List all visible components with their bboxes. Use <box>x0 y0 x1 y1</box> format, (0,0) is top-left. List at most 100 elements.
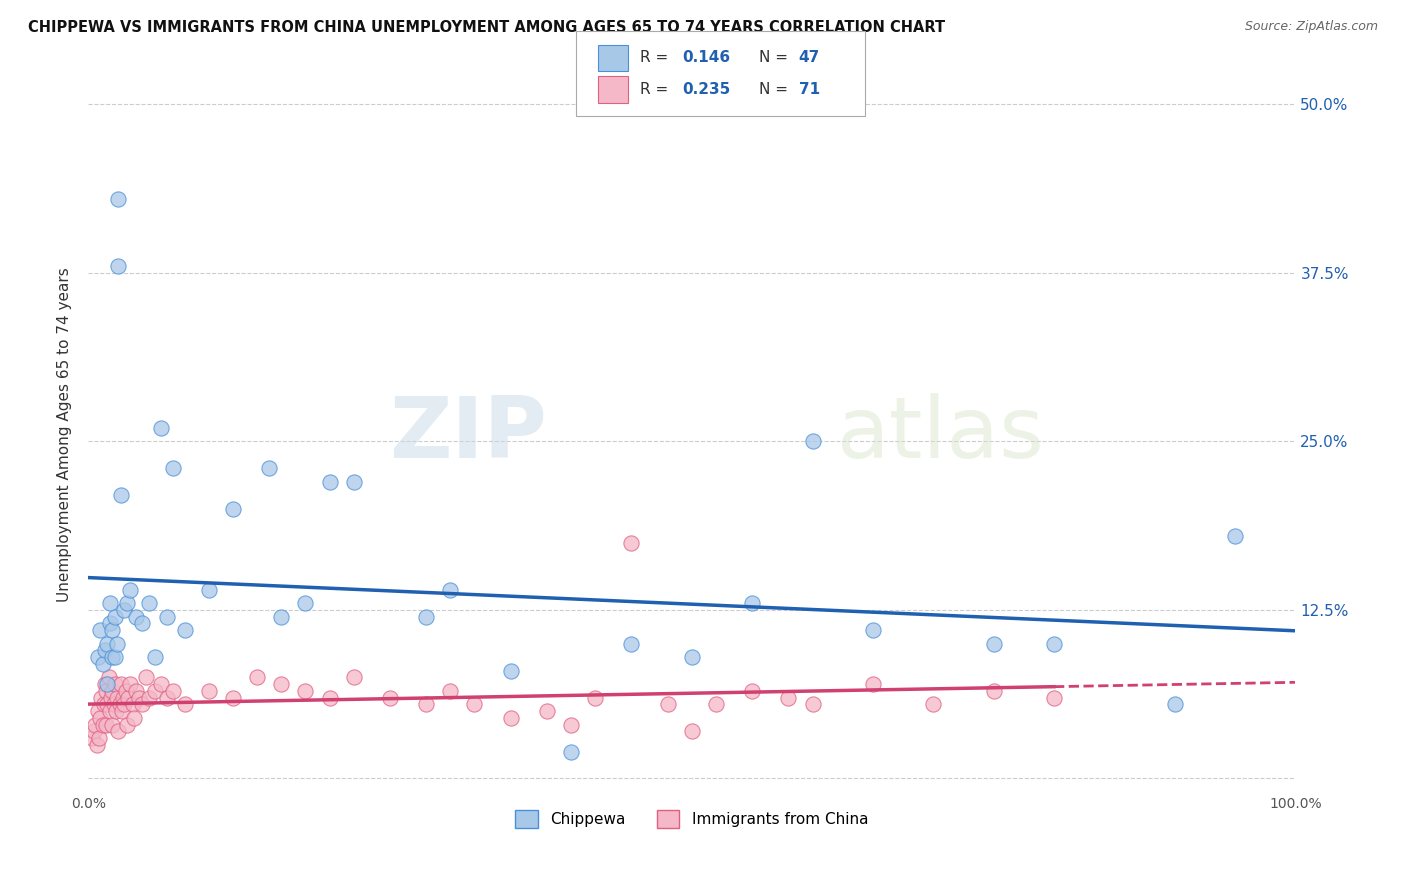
Point <box>101 683 124 698</box>
Point <box>120 582 142 597</box>
Point <box>657 698 679 712</box>
Text: R =: R = <box>640 82 673 96</box>
Point <box>778 690 800 705</box>
Point <box>110 677 132 691</box>
Point <box>270 609 292 624</box>
Point <box>105 690 128 705</box>
Point <box>87 704 110 718</box>
Point <box>100 690 122 705</box>
Point <box>704 698 727 712</box>
Point <box>439 582 461 597</box>
Point <box>415 609 437 624</box>
Point <box>681 650 703 665</box>
Point <box>173 623 195 637</box>
Point <box>96 717 118 731</box>
Point <box>90 690 112 705</box>
Point <box>138 596 160 610</box>
Point <box>257 461 280 475</box>
Point <box>156 690 179 705</box>
Point <box>439 683 461 698</box>
Point <box>222 690 245 705</box>
Y-axis label: Unemployment Among Ages 65 to 74 years: Unemployment Among Ages 65 to 74 years <box>58 268 72 602</box>
Point <box>101 623 124 637</box>
Point <box>94 677 117 691</box>
Point <box>104 650 127 665</box>
Point <box>246 670 269 684</box>
Text: N =: N = <box>759 51 793 65</box>
Point <box>681 724 703 739</box>
Text: R =: R = <box>640 51 673 65</box>
Point <box>318 475 340 489</box>
Text: 47: 47 <box>799 51 820 65</box>
Point <box>96 637 118 651</box>
Point <box>89 623 111 637</box>
Point <box>862 623 884 637</box>
Point <box>117 690 139 705</box>
Point <box>463 698 485 712</box>
Text: 0.235: 0.235 <box>682 82 730 96</box>
Point <box>80 731 103 745</box>
Point <box>89 711 111 725</box>
Point <box>131 616 153 631</box>
Point <box>98 704 121 718</box>
Point <box>97 670 120 684</box>
Point <box>149 421 172 435</box>
Point <box>120 677 142 691</box>
Point <box>318 690 340 705</box>
Point <box>94 643 117 657</box>
Point <box>1164 698 1187 712</box>
Point <box>122 711 145 725</box>
Point <box>108 698 131 712</box>
Point <box>294 683 316 698</box>
Point <box>131 698 153 712</box>
Point <box>536 704 558 718</box>
Point <box>499 711 522 725</box>
Point <box>583 690 606 705</box>
Text: 71: 71 <box>799 82 820 96</box>
Point <box>83 724 105 739</box>
Point <box>104 677 127 691</box>
Point <box>112 698 135 712</box>
Point <box>112 690 135 705</box>
Point <box>415 698 437 712</box>
Point <box>87 731 110 745</box>
Point <box>115 596 138 610</box>
Point <box>125 683 148 698</box>
Point <box>143 683 166 698</box>
Legend: Chippewa, Immigrants from China: Chippewa, Immigrants from China <box>509 804 875 834</box>
Point <box>862 677 884 691</box>
Point <box>121 698 143 712</box>
Point <box>115 717 138 731</box>
Point <box>1223 529 1246 543</box>
Point <box>105 637 128 651</box>
Point <box>156 609 179 624</box>
Point <box>125 609 148 624</box>
Point <box>1043 690 1066 705</box>
Point <box>173 698 195 712</box>
Point <box>378 690 401 705</box>
Point <box>560 717 582 731</box>
Point <box>107 259 129 273</box>
Point <box>560 745 582 759</box>
Point <box>91 657 114 671</box>
Point <box>198 582 221 597</box>
Point <box>620 637 643 651</box>
Point <box>620 535 643 549</box>
Point <box>270 677 292 691</box>
Point <box>103 698 125 712</box>
Point <box>149 677 172 691</box>
Point <box>741 596 763 610</box>
Point <box>801 698 824 712</box>
Point <box>983 637 1005 651</box>
Point <box>135 670 157 684</box>
Point <box>162 683 184 698</box>
Point <box>93 698 115 712</box>
Point <box>96 698 118 712</box>
Point <box>86 738 108 752</box>
Point <box>96 683 118 698</box>
Point <box>1043 637 1066 651</box>
Text: N =: N = <box>759 82 793 96</box>
Point <box>104 704 127 718</box>
Point <box>114 683 136 698</box>
Point <box>143 650 166 665</box>
